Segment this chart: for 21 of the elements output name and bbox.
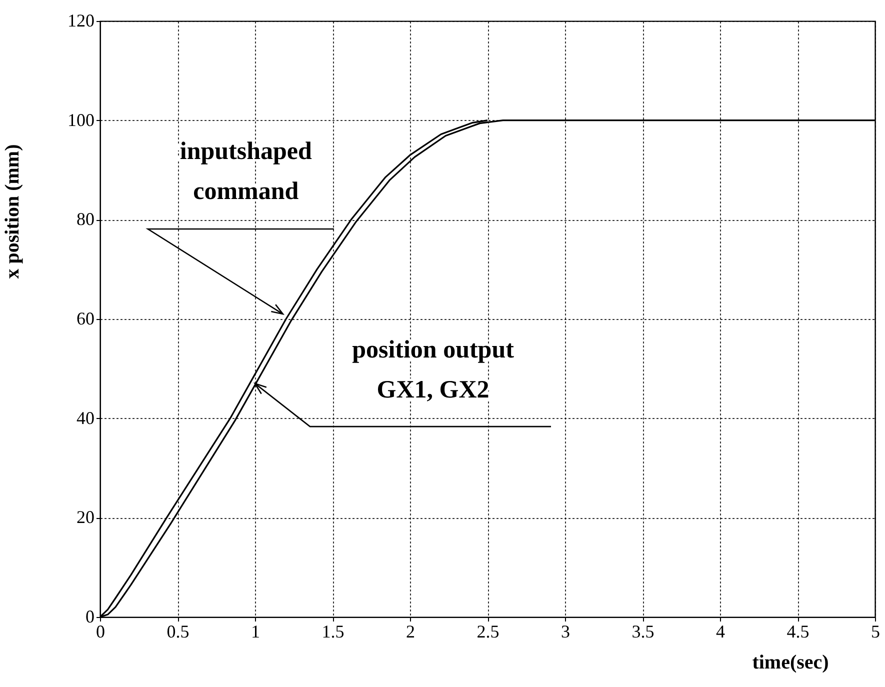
x-tick-label: 1.5	[322, 622, 344, 642]
x-tick-label: 1	[251, 622, 260, 642]
y-tick-label: 60	[76, 308, 94, 328]
y-tick-label: 80	[76, 209, 94, 230]
x-tick-label: 4	[716, 622, 725, 642]
x-tick-label: 2	[406, 622, 415, 642]
y-tick-label: 120	[68, 10, 94, 30]
y-tick-label: 40	[76, 408, 94, 428]
x-tick-label: 2.5	[476, 622, 500, 642]
x-tick-label: 4.5	[786, 622, 810, 642]
y-tick-label: 20	[76, 507, 94, 528]
x-tick-label: 3	[561, 622, 570, 642]
x-axis-title: time(sec)	[752, 652, 829, 674]
annotation: position output GX1, GX2	[352, 336, 515, 404]
annotation: inputshaped command	[180, 138, 312, 205]
y-axis-title: x position (mm)	[2, 144, 24, 279]
y-tick-label: 0	[86, 606, 94, 626]
x-tick-label: 0.5	[166, 622, 190, 642]
y-tick-label: 100	[68, 110, 94, 130]
x-tick-label: 5	[871, 622, 880, 642]
x-tick-label: 3.5	[632, 622, 654, 642]
